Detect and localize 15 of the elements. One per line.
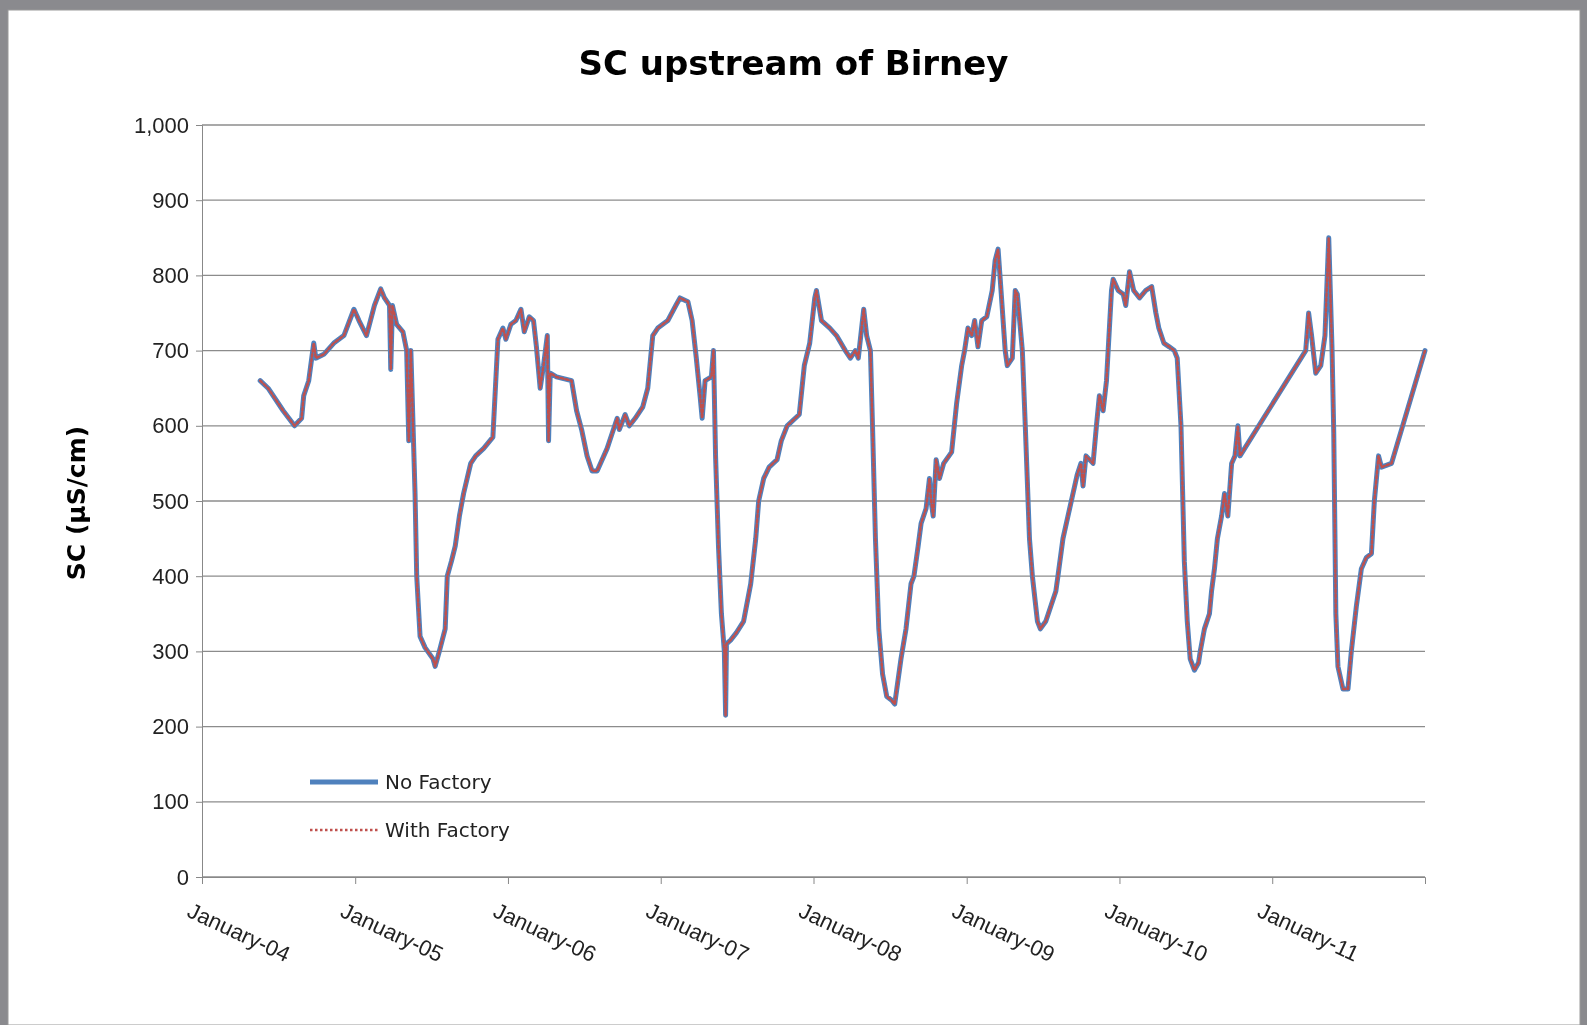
y-tick-label: 700 [152,338,189,364]
y-tick-label: 1,000 [133,112,189,138]
y-tick-label: 800 [152,262,189,288]
y-tick-label: 900 [152,187,189,213]
y-tick-label: 600 [152,413,189,439]
y-tick-label: 100 [152,789,189,815]
chart-title: SC upstream of Birney [578,43,1009,83]
y-tick-label: 200 [152,714,189,740]
y-tick-label: 500 [152,488,189,514]
y-axis-title: SC (µS/cm) [62,425,91,581]
y-tick-label: 400 [152,563,189,589]
legend-label: No Factory [385,770,492,794]
legend-label: With Factory [385,818,510,842]
y-tick-label: 300 [152,638,189,664]
y-tick-label: 0 [176,864,189,890]
